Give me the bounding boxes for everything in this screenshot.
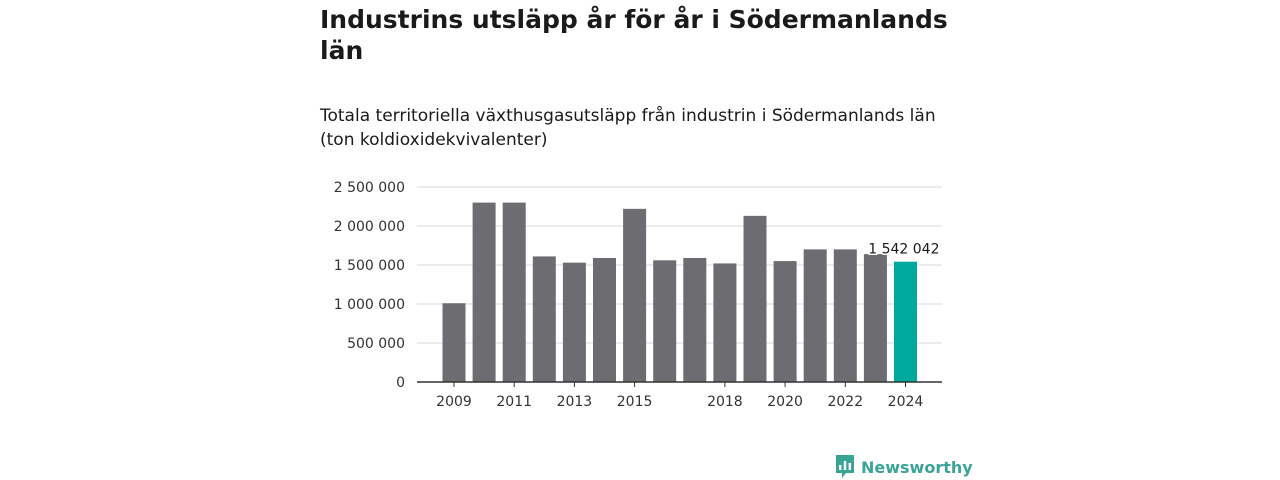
bar xyxy=(593,257,616,382)
bar xyxy=(442,303,466,382)
x-tick-label: 2013 xyxy=(557,394,593,410)
brand: Newsworthy xyxy=(834,454,973,480)
bar xyxy=(743,215,767,382)
x-tick-label: 2024 xyxy=(888,394,924,410)
data-labels: 1 542 042 xyxy=(867,240,941,259)
bar xyxy=(803,249,827,382)
y-tick-label: 0 xyxy=(396,375,405,391)
y-tick-label: 1 500 000 xyxy=(334,258,405,274)
x-tick-label: 2020 xyxy=(767,394,803,410)
bar xyxy=(502,202,526,382)
bar xyxy=(653,260,677,382)
x-tick-label: 2009 xyxy=(436,394,472,410)
x-tick-label: 2011 xyxy=(496,394,532,410)
grid-lines xyxy=(417,186,942,344)
y-tick-label: 2 500 000 xyxy=(334,180,405,196)
newsworthy-logo-icon xyxy=(836,455,854,478)
chart-title: Industrins utsläpp år för år i Södermanl… xyxy=(320,5,948,65)
data-label: 1 542 042 xyxy=(868,242,939,258)
chart-subtitle: Totala territoriella växthusgasutsläpp f… xyxy=(320,106,936,150)
bar xyxy=(683,257,707,382)
x-axis-tick-labels: 2009 2011 2013 2015 2018 2020 2022 2024 xyxy=(436,382,923,410)
y-axis-tick-labels: 0 500 000 1 000 000 1 500 000 2 000 000 2 500… xyxy=(334,180,405,391)
x-tick-label: 2018 xyxy=(707,394,743,410)
bar xyxy=(773,261,797,382)
bar xyxy=(623,208,647,382)
bar xyxy=(562,262,586,382)
bar xyxy=(532,256,556,382)
y-tick-label: 1 000 000 xyxy=(334,297,405,313)
bar xyxy=(833,249,857,382)
bar-highlight xyxy=(894,261,917,382)
x-tick-label: 2015 xyxy=(617,394,653,410)
brand-name: Newsworthy xyxy=(861,457,973,477)
bar xyxy=(472,202,496,382)
bar xyxy=(863,254,887,382)
y-tick-label: 2 000 000 xyxy=(334,219,405,235)
bars xyxy=(442,202,917,382)
x-tick-label: 2022 xyxy=(827,394,863,410)
y-tick-label: 500 000 xyxy=(347,336,405,352)
bar xyxy=(713,263,737,382)
